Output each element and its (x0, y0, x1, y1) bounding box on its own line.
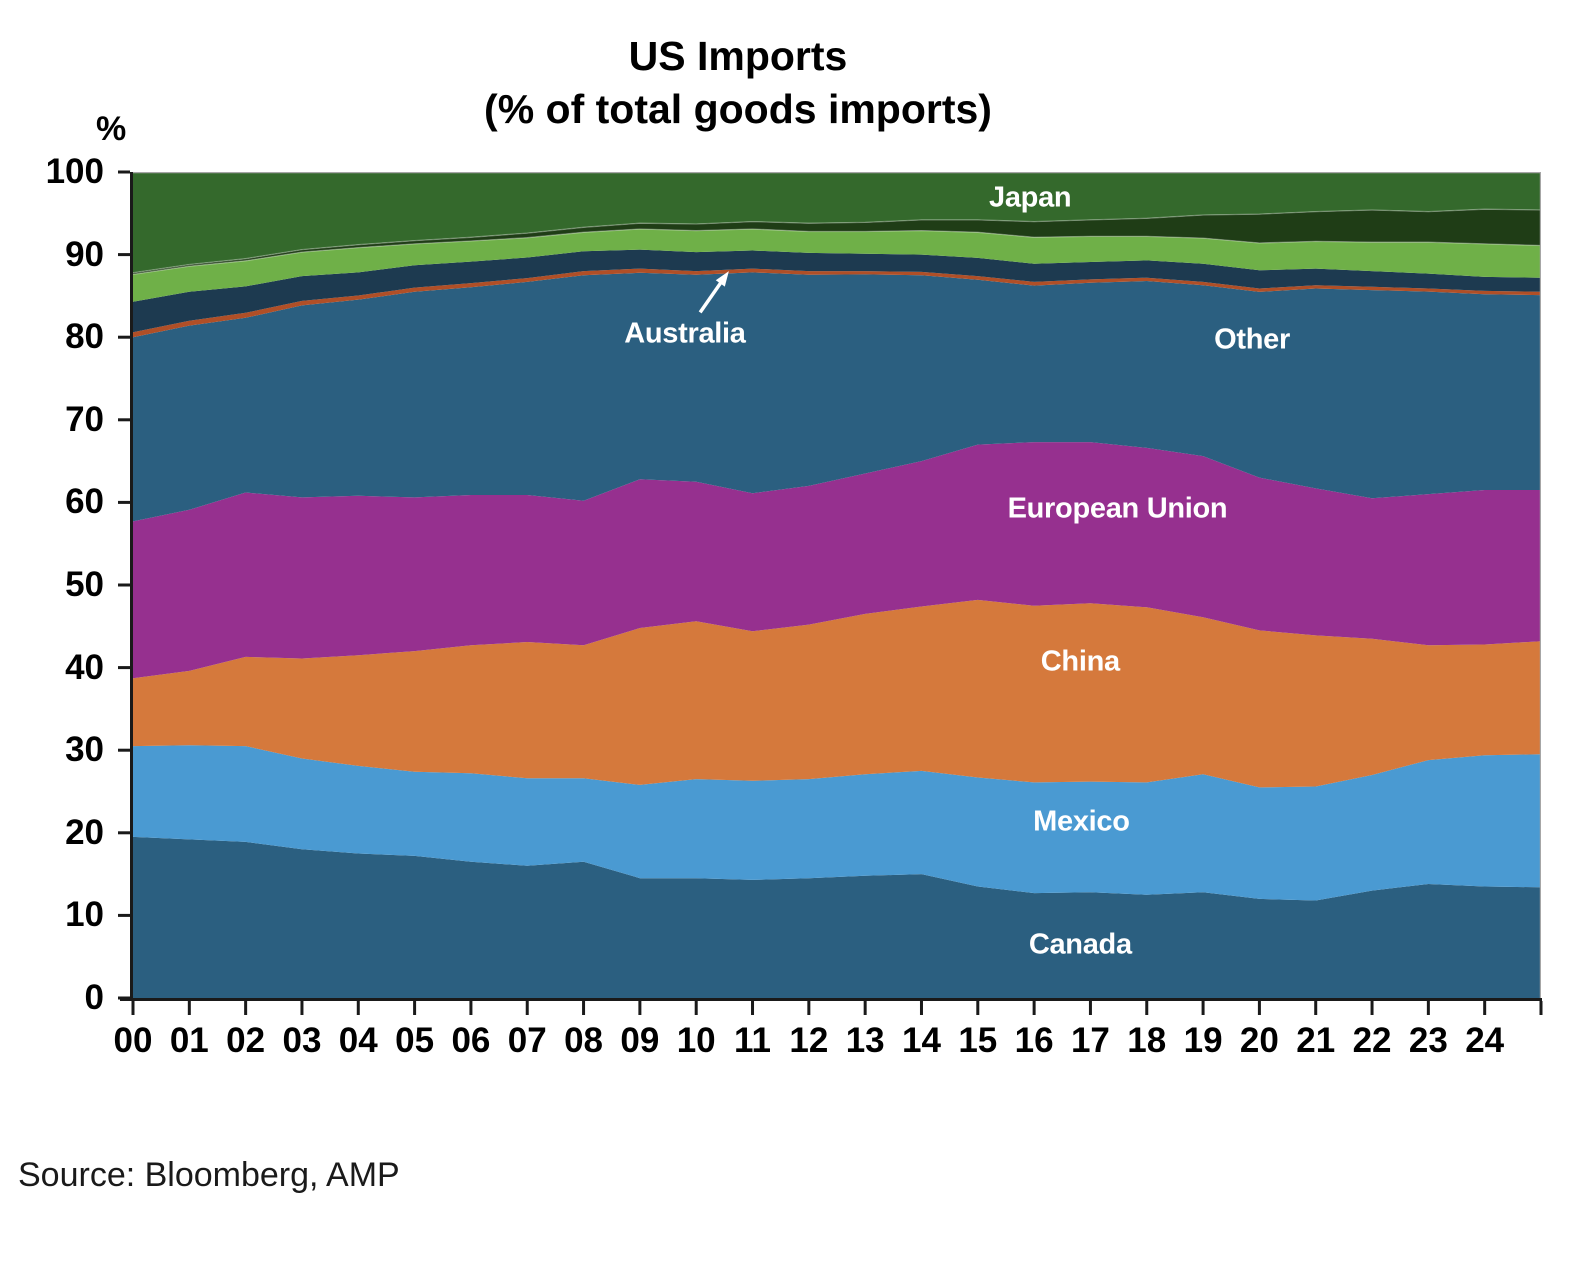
band-label-other: Other (1214, 323, 1290, 356)
x-tick-label: 24 (1465, 1021, 1505, 1060)
x-tick-label: 19 (1183, 1021, 1223, 1060)
x-tick-label: 07 (507, 1021, 547, 1060)
x-tick-label: 08 (564, 1021, 604, 1060)
band-label-australia: Australia (624, 317, 746, 350)
australia-arrow-line (698, 276, 726, 314)
area-australia (133, 268, 1541, 338)
y-axis-unit-label: % (96, 110, 127, 148)
x-tick-label: 23 (1408, 1021, 1448, 1060)
y-tick-label: 20 (65, 812, 104, 852)
x-tick-label: 13 (845, 1021, 885, 1060)
source-note: Source: Bloomberg, AMP (18, 1156, 400, 1194)
y-tick-label: 40 (65, 647, 104, 687)
x-tick-label: 02 (226, 1021, 266, 1060)
x-tick-label: 20 (1239, 1021, 1279, 1060)
band-label-japan: Japan (989, 181, 1072, 214)
y-tick-label: 0 (84, 978, 104, 1017)
y-tick-label: 70 (65, 399, 104, 439)
x-tick-label: 05 (395, 1021, 435, 1060)
y-tick-label: 100 (45, 152, 104, 191)
x-tick-label: 21 (1296, 1021, 1336, 1060)
band-boundary-line (132, 208, 1542, 274)
x-tick-label: 03 (282, 1021, 322, 1060)
x-tick-label: 12 (789, 1021, 829, 1060)
chart-title-line1: US Imports (628, 33, 848, 79)
x-tick-label: 18 (1127, 1021, 1167, 1060)
band-label-china: China (1040, 645, 1120, 678)
x-tick-label: 22 (1352, 1021, 1392, 1060)
band-boundary-line (132, 228, 1542, 276)
x-tick-label: 00 (113, 1021, 153, 1060)
y-tick-label: 30 (65, 730, 104, 770)
chart-title: US Imports (% of total goods imports) (0, 30, 1476, 136)
x-tick-label: 11 (734, 1021, 772, 1060)
chart-title-line2: (% of total goods imports) (484, 86, 992, 132)
x-tick-label: 17 (1070, 1021, 1110, 1060)
area-unlabeled-dark-navy-band (133, 249, 1541, 333)
band-label-canada: Canada (1028, 928, 1132, 961)
y-tick-label: 50 (65, 565, 104, 604)
band-label-european-union: European Union (1007, 492, 1228, 525)
area-china (133, 599, 1541, 788)
area-japan (133, 172, 1541, 273)
area-european-union (133, 442, 1541, 679)
area-unlabeled-dark-green-band (133, 209, 1541, 275)
x-tick-label: 14 (902, 1021, 941, 1060)
x-tick-label: 01 (169, 1021, 209, 1060)
area-other (133, 272, 1541, 522)
x-tick-label: 06 (451, 1021, 491, 1060)
x-tick-label: 16 (1014, 1021, 1054, 1060)
y-tick-label: 10 (65, 895, 104, 935)
y-tick-label: 80 (65, 317, 104, 357)
y-tick-label: 60 (65, 482, 104, 522)
x-tick-label: 10 (676, 1021, 716, 1060)
x-tick-label: 04 (338, 1021, 378, 1060)
area-canada (133, 836, 1541, 998)
band-label-mexico: Mexico (1033, 805, 1130, 838)
x-tick-label: 09 (620, 1021, 660, 1060)
area-unlabeled-light-green-band (133, 229, 1541, 302)
y-tick-label: 90 (65, 234, 104, 274)
australia-arrow-head (715, 271, 729, 287)
x-tick-label: 15 (958, 1021, 998, 1060)
area-mexico (133, 745, 1541, 901)
